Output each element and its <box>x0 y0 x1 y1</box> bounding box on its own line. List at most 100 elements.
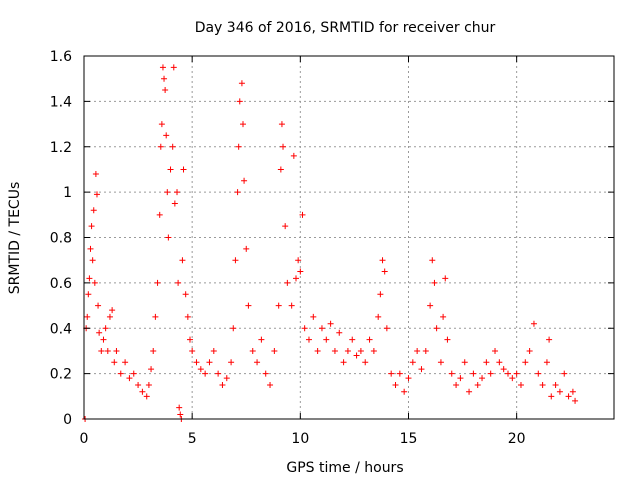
data-point <box>530 320 537 327</box>
data-point <box>444 336 451 343</box>
data-point <box>323 336 330 343</box>
data-point <box>377 291 384 298</box>
data-point <box>297 268 304 275</box>
data-point <box>170 64 177 71</box>
data-point <box>92 170 99 177</box>
data-point <box>85 291 92 298</box>
data-point <box>189 347 196 354</box>
data-point <box>234 189 241 196</box>
data-point <box>375 313 382 320</box>
data-point <box>164 189 171 196</box>
data-point <box>331 347 338 354</box>
data-point <box>572 397 579 404</box>
data-point <box>215 370 222 377</box>
data-point <box>299 211 306 218</box>
data-point <box>84 313 91 320</box>
data-point <box>169 143 176 150</box>
data-point <box>546 336 553 343</box>
data-point <box>179 257 186 264</box>
x-tick-label: 10 <box>291 431 309 447</box>
data-point <box>193 359 200 366</box>
data-point <box>526 347 533 354</box>
data-point <box>535 370 542 377</box>
data-point <box>171 200 178 207</box>
data-point <box>548 393 555 400</box>
y-tick-label: 1.6 <box>50 49 72 65</box>
y-tick-label: 1.4 <box>50 94 72 110</box>
data-point <box>163 132 170 139</box>
data-point <box>453 381 460 388</box>
data-point <box>88 223 95 230</box>
data-point <box>442 275 449 282</box>
data-point <box>271 347 278 354</box>
data-point <box>238 80 245 87</box>
data-point <box>95 302 102 309</box>
data-point <box>513 370 520 377</box>
axis-ticks: 0 0.2 0.4 0.6 0.8 1 1.2 1.4 1.6 0 5 10 15 20 <box>50 49 614 447</box>
grid <box>84 56 614 419</box>
data-point <box>353 352 360 359</box>
data-point <box>145 381 152 388</box>
data-point <box>357 347 364 354</box>
data-point <box>104 347 111 354</box>
data-point <box>219 381 226 388</box>
data-point <box>466 388 473 395</box>
data-point <box>366 336 373 343</box>
data-point <box>422 347 429 354</box>
data-point <box>258 336 265 343</box>
data-point <box>187 336 193 343</box>
data-point <box>135 381 142 388</box>
data-point <box>89 257 96 264</box>
data-point <box>148 366 155 373</box>
data-point <box>440 313 447 320</box>
data-point <box>245 302 252 309</box>
data-point <box>109 307 116 314</box>
data-point <box>156 211 163 218</box>
y-tick-label: 0.4 <box>50 321 72 337</box>
data-point <box>487 370 494 377</box>
data-point <box>474 381 481 388</box>
data-point <box>418 366 425 373</box>
data-point <box>280 143 287 150</box>
data-point <box>277 166 284 173</box>
data-point <box>180 166 187 173</box>
data-point <box>93 191 100 198</box>
data-point <box>448 370 455 377</box>
data-point <box>543 359 550 366</box>
data-point <box>288 302 295 309</box>
data-points <box>82 64 579 422</box>
x-tick-label: 5 <box>188 431 197 447</box>
data-point <box>561 370 568 377</box>
data-point <box>228 359 235 366</box>
data-point <box>278 121 285 128</box>
data-point <box>414 347 421 354</box>
data-point <box>340 359 347 366</box>
data-point <box>202 370 209 377</box>
data-point <box>100 336 107 343</box>
data-point <box>176 404 183 411</box>
data-point <box>175 279 182 286</box>
data-point <box>98 347 105 354</box>
data-point <box>505 370 511 377</box>
data-point <box>230 325 237 332</box>
data-point <box>159 64 166 71</box>
data-point <box>522 359 529 366</box>
data-point <box>327 320 334 327</box>
y-tick-label: 0.2 <box>50 367 72 383</box>
data-point <box>184 313 191 320</box>
data-point <box>126 375 133 382</box>
data-point <box>130 370 137 377</box>
x-tick-label: 0 <box>80 431 89 447</box>
data-point <box>381 268 388 275</box>
data-point <box>111 359 118 366</box>
data-point <box>379 257 386 264</box>
data-point <box>295 257 302 264</box>
data-point <box>409 359 416 366</box>
data-point <box>401 388 408 395</box>
data-point <box>383 325 390 332</box>
data-point <box>267 381 274 388</box>
data-point <box>96 329 103 336</box>
data-point <box>431 279 438 286</box>
data-point <box>182 291 189 298</box>
